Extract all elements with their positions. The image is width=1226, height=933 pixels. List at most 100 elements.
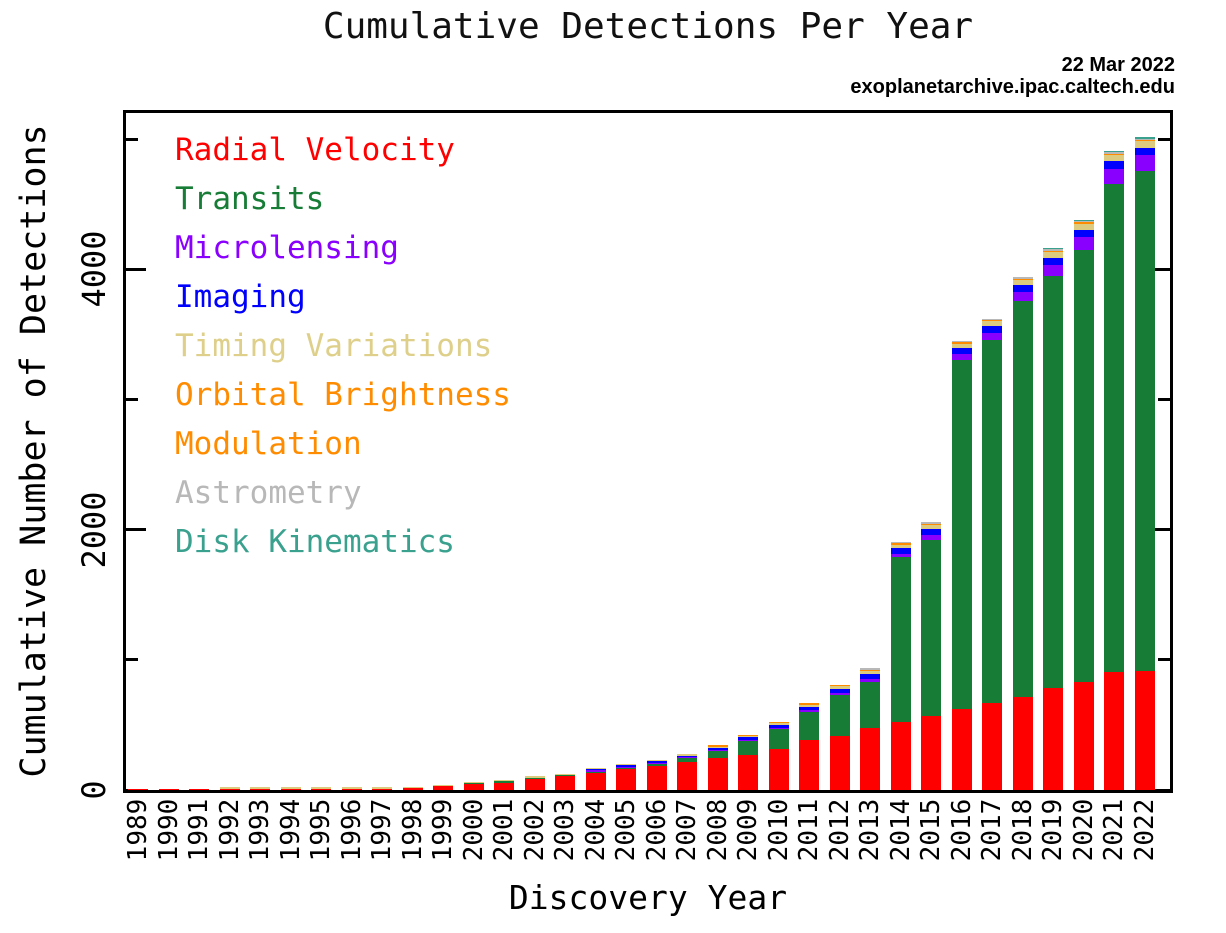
bar-segment-2000: [463, 782, 484, 785]
bar-segment-2015: [921, 715, 941, 790]
bar-segment-2002: [524, 776, 545, 778]
bar-segment-2018: [1012, 285, 1033, 292]
bar-segment-2005: [616, 767, 636, 770]
bar-segment-2009: [738, 740, 758, 755]
bar-segment-2011: [799, 703, 819, 705]
bar-segment-2001: [494, 781, 514, 783]
bar-segment-1992: [219, 788, 240, 790]
y-tick-label: 0: [75, 780, 113, 800]
bar-segment-2016: [951, 354, 972, 361]
bar-segment-2014: [890, 557, 911, 722]
x-tick-label: 2014: [885, 798, 916, 862]
x-tick-label: 1990: [153, 798, 184, 862]
bar-segment-2022: [1134, 155, 1155, 171]
bar-segment-1997: [372, 787, 392, 789]
bar-segment-2019: [1043, 251, 1063, 258]
bar-segment-2013: [860, 678, 880, 683]
bar-segment-2003: [555, 776, 575, 790]
bar-segment-2004: [585, 773, 606, 790]
bar-segment-2004: [585, 771, 606, 774]
chart-title: Cumulative Detections Per Year: [322, 6, 974, 47]
bar-segment-2021: [1104, 168, 1124, 184]
bar-segment-1997: [372, 788, 392, 790]
bar-segment-1991: [189, 788, 209, 790]
bar-segment-2020: [1073, 681, 1094, 790]
bar-segment-2013: [860, 728, 880, 790]
bar-segment-2017: [982, 703, 1002, 790]
bar-segment-2019: [1043, 687, 1063, 790]
legend-item: Disk Kinematics: [175, 524, 455, 560]
bar-segment-2009: [738, 754, 758, 790]
bar-segment-2022: [1134, 147, 1155, 156]
bar-segment-2016: [951, 340, 972, 343]
y-tick-label: 4000: [75, 230, 113, 308]
bar-segment-2000: [463, 781, 484, 783]
x-tick-label: 2005: [611, 798, 641, 862]
x-tick-label: 2002: [519, 798, 550, 862]
bar-segment-1994: [280, 787, 301, 789]
y-minor-tick: [1158, 658, 1170, 662]
bar-segment-2017: [982, 340, 1002, 704]
x-tick-label: 2013: [855, 798, 885, 862]
bar-segment-2017: [982, 318, 1002, 321]
bar-segment-1998: [402, 786, 423, 788]
bar-segment-2007: [677, 757, 697, 759]
bar-segment-2011: [799, 740, 819, 790]
x-tick-label: 2015: [916, 798, 946, 862]
bar-segment-2019: [1043, 257, 1063, 265]
bar-segment-2016: [951, 343, 972, 349]
bar-segment-2014: [890, 721, 911, 790]
bar-segment-2019: [1043, 275, 1063, 688]
bar-segment-2021: [1104, 153, 1124, 156]
x-tick-label: 2009: [733, 798, 763, 862]
bar-segment-2011: [799, 704, 819, 707]
bar-segment-2007: [677, 762, 697, 790]
y-major-tick: [126, 788, 146, 792]
x-tick-label: 2007: [672, 798, 702, 862]
bar-segment-1993: [250, 788, 270, 790]
bar-segment-2010: [768, 724, 789, 728]
y-minor-tick: [1158, 397, 1170, 401]
bar-segment-2008: [707, 746, 728, 748]
y-tick-label: 2000: [75, 491, 113, 569]
plot-frame: [123, 110, 1173, 793]
bar-segment-2008: [707, 757, 728, 790]
bar-segment-2014: [890, 542, 911, 544]
bar-segment-2020: [1073, 236, 1094, 250]
bar-segment-2021: [1104, 671, 1124, 790]
bar-segment-2018: [1012, 291, 1033, 301]
bar-segment-2006: [646, 765, 667, 790]
y-minor-tick: [126, 137, 138, 141]
bar-segment-2003: [555, 773, 575, 775]
bar-segment-1992: [219, 787, 240, 789]
x-tick-label: 1992: [214, 798, 245, 862]
bar-segment-2013: [860, 674, 880, 679]
x-tick-label: 1995: [306, 798, 336, 862]
bar-segment-2022: [1134, 137, 1155, 139]
legend-item: Transits: [175, 181, 325, 217]
bar-segment-1999: [433, 786, 453, 790]
y-major-tick: [126, 267, 146, 271]
bar-segment-2012: [829, 692, 850, 696]
bar-segment-2021: [1104, 152, 1124, 154]
x-tick-label: 2017: [977, 798, 1007, 862]
legend-item: Timing Variations: [175, 328, 493, 364]
bar-segment-2002: [524, 777, 545, 779]
bar-segment-2012: [829, 688, 850, 693]
x-tick-label: 2008: [702, 798, 733, 862]
plot-area: [126, 113, 1170, 792]
bar-segment-2017: [982, 321, 1002, 327]
x-tick-label: 2003: [550, 798, 580, 862]
bar-segment-2015: [921, 523, 941, 526]
x-tick-label: 2010: [763, 798, 794, 862]
x-tick-label: 1999: [428, 798, 458, 862]
x-tick-label: 1997: [367, 798, 397, 862]
x-tick-label: 2022: [1129, 798, 1160, 862]
bar-segment-2018: [1012, 697, 1033, 790]
x-tick-label: 2021: [1099, 798, 1129, 862]
bar-segment-1995: [311, 788, 331, 790]
bar-segment-2009: [738, 735, 758, 738]
bar-segment-2008: [707, 750, 728, 758]
stamp-source: exoplanetarchive.ipac.caltech.edu: [850, 76, 1175, 98]
bar-segment-1993: [250, 787, 270, 789]
